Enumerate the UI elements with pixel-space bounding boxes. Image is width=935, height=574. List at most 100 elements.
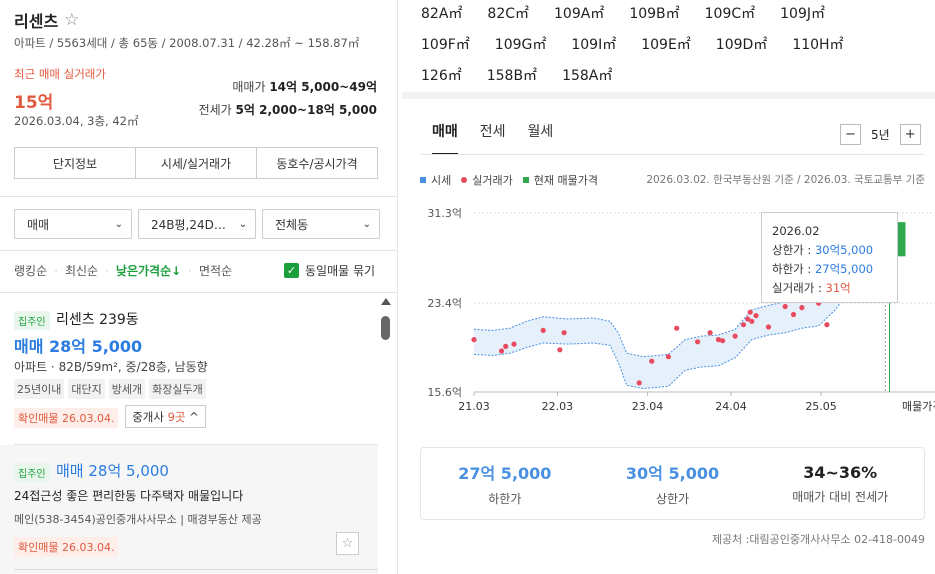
favorite-star-icon[interactable]: ☆ (64, 10, 80, 30)
area-type-item[interactable]: 110H㎡ (792, 36, 844, 53)
x-tick-label: 23.04 (632, 400, 664, 413)
scrollbar[interactable] (379, 296, 393, 574)
agents-toggle-button[interactable]: 중개사 9곳 ^ (125, 405, 206, 428)
area-type-item[interactable]: 158A㎡ (562, 67, 613, 84)
area-type-item[interactable]: 109D㎡ (715, 36, 768, 53)
tooltip-actual: 실거래가 : 31억 (772, 279, 887, 298)
chart-tooltip: 2026.02 상한가 : 30억5,000 하한가 : 27억5,000 실거… (761, 212, 898, 303)
listing-price[interactable]: 매매 28억 5,000 (14, 337, 143, 356)
scroll-up-arrow-icon[interactable] (381, 298, 391, 305)
divider (14, 444, 378, 445)
period-value: 5년 (871, 128, 890, 142)
y-tick-label: 15.6억 (427, 386, 462, 399)
period-control: − 5년 + (840, 124, 921, 145)
actual-trade-point (799, 305, 805, 311)
scroll-thumb[interactable] (381, 316, 390, 340)
area-type-item[interactable]: 82A㎡ (421, 5, 463, 22)
area-type-item[interactable]: 109F㎡ (421, 36, 470, 53)
jeonse-range-value: 5억 2,000~18억 5,000 (235, 103, 377, 117)
actual-trade-point (471, 337, 477, 343)
tab-complex-info[interactable]: 단지정보 (15, 148, 136, 178)
listing-tags: 25년이내 대단지 방세개 화장실두개 (14, 379, 210, 399)
complex-info: 아파트 / 5563세대 / 총 65동 / 2008.07.31 / 42.2… (14, 36, 360, 50)
actual-trade-point (540, 327, 546, 333)
actual-trade-point (674, 325, 680, 331)
sort-latest[interactable]: 최신순 (64, 264, 99, 278)
building-select[interactable]: 전체동 ⌄ (262, 209, 380, 239)
x-tick-label: 24.04 (715, 400, 747, 413)
actual-trade-point (557, 347, 563, 353)
trade-type-select[interactable]: 매매 ⌄ (14, 209, 132, 239)
legend-square-icon (420, 177, 426, 183)
chevron-down-icon: ⌄ (114, 218, 123, 230)
sort-area[interactable]: 면적순 (199, 264, 233, 278)
area-type-item[interactable]: 109J㎡ (780, 5, 825, 22)
summary-ratio-value: 34~36% (803, 462, 878, 482)
listing-panel: 리센츠 ☆ 아파트 / 5563세대 / 총 65동 / 2008.07.31 … (0, 0, 398, 574)
actual-trade-point (636, 380, 642, 386)
listing-tag: 방세개 (108, 379, 146, 399)
area-type-item[interactable]: 109I㎡ (571, 36, 617, 53)
same-listing-toggle[interactable]: ✓ 동일매물 묶기 (284, 262, 375, 279)
actual-trade-point (715, 337, 722, 343)
recent-trade-label: 최근 매매 실거래가 (14, 67, 106, 81)
tooltip-actual-label: 실거래가 : (772, 281, 826, 295)
legend-square-icon (522, 177, 529, 183)
area-type-item[interactable]: 82C㎡ (487, 5, 529, 22)
actual-trade-point (740, 322, 747, 328)
sort-ranking[interactable]: 랭킹순 (14, 264, 48, 278)
legend-current: 현재 매물가격 (522, 172, 598, 188)
area-type-item[interactable]: 109C㎡ (704, 5, 756, 22)
sort-lowest-price[interactable]: 낮은가격순↓ (115, 264, 182, 278)
period-decrease-button[interactable]: − (840, 124, 861, 145)
confirmed-listing-badge: 확인매물 26.03.04. (14, 408, 119, 428)
favorite-star-icon[interactable]: ☆ (336, 532, 359, 555)
actual-trade-point (749, 318, 755, 324)
area-type-item[interactable]: 109A㎡ (554, 5, 605, 22)
data-provider: 제공처 :대림공인중개사사무소 02-418-0049 (711, 533, 925, 546)
x-tick-label: 매물가격 (902, 400, 935, 413)
tab-price-history[interactable]: 시세/실거래가 (136, 148, 257, 178)
x-tick-label: 21.03 (458, 400, 490, 413)
summary-upper-label: 상한가 (655, 492, 690, 506)
listing-price[interactable]: 매매 28억 5,000 (56, 462, 169, 480)
actual-trade-point (695, 339, 701, 345)
listing-building[interactable]: 리센츠 239동 (56, 312, 139, 328)
building-value: 전체동 (275, 217, 309, 232)
actual-trade-point (649, 358, 655, 364)
filter-row: 매매 ⌄ 24B평,24D… ⌄ 전체동 ⌄ (14, 209, 380, 239)
market-upper-line (473, 216, 886, 358)
sort-options: 랭킹순 · 최신순 · 낮은가격순↓ · 면적순 (14, 262, 232, 279)
listing-source: 메인(538-3454)공인중개사사무소 | 매경부동산 제공 (14, 513, 262, 526)
area-row: 126㎡ 158B㎡ 158A㎡ (421, 59, 861, 90)
area-type-item[interactable]: 158B㎡ (486, 67, 538, 84)
actual-trade-point (732, 333, 738, 339)
chart-tabs: 매매 전세 월세 (432, 121, 575, 155)
tab-sale[interactable]: 매매 (432, 121, 458, 155)
tooltip-date: 2026.02 (772, 224, 820, 238)
summary-upper: 30억 5,000 상한가 (589, 448, 757, 519)
chart-legend: 시세 실거래가 현재 매물가격 (420, 172, 608, 188)
chevron-up-icon: ^ (189, 409, 199, 424)
tooltip-lower-label: 하한가 : (772, 262, 815, 276)
agents-count: 9곳 (167, 409, 186, 424)
tab-unit-official-price[interactable]: 동호수/공시가격 (276, 156, 358, 171)
area-type-item[interactable]: 126㎡ (421, 67, 462, 84)
complex-title-row: 리센츠 ☆ (14, 8, 79, 32)
area-select[interactable]: 24B평,24D… ⌄ (138, 209, 256, 239)
sort-separator: · (188, 263, 192, 278)
listing-tag: 화장실두개 (149, 379, 206, 399)
tab-monthly-rent[interactable]: 월세 (527, 124, 554, 140)
actual-trade-point (720, 338, 726, 344)
tab-jeonse[interactable]: 전세 (479, 124, 506, 140)
period-increase-button[interactable]: + (899, 124, 921, 145)
listing-tag: 25년이내 (14, 379, 65, 399)
area-type-item[interactable]: 109E㎡ (641, 36, 691, 53)
recent-trade-price: 15억 (14, 93, 54, 113)
actual-trade-point (503, 343, 509, 349)
area-type-item[interactable]: 109G㎡ (494, 36, 547, 53)
actual-trade-point (790, 311, 797, 318)
actual-trade-point (665, 354, 671, 360)
area-type-item[interactable]: 109B㎡ (629, 5, 680, 22)
actual-trade-point (753, 313, 759, 319)
